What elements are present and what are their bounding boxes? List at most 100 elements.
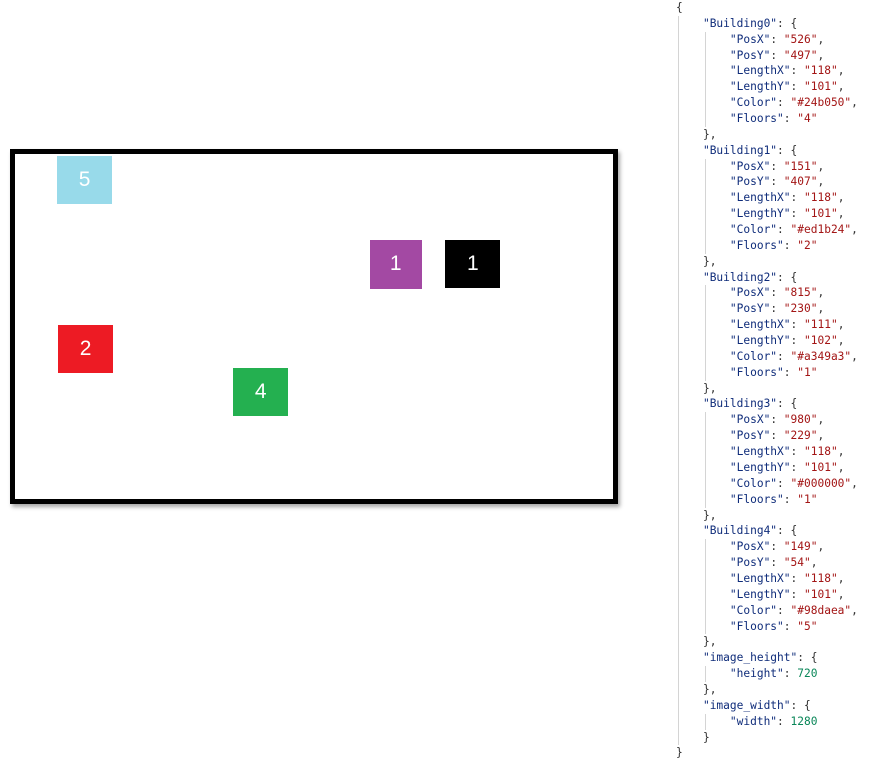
code-line: "LengthY": "101", bbox=[676, 79, 882, 96]
indent bbox=[676, 239, 730, 252]
json-punctuation: , bbox=[837, 571, 845, 585]
json-punctuation: : { bbox=[777, 397, 798, 411]
json-string-value: "815" bbox=[783, 286, 818, 300]
indent bbox=[676, 540, 730, 553]
indent-guide bbox=[678, 285, 679, 302]
indent-guide bbox=[705, 237, 706, 254]
code-line: "Building1": { bbox=[676, 142, 882, 159]
indent bbox=[676, 683, 703, 696]
json-punctuation: : bbox=[770, 159, 784, 173]
indent-guide bbox=[678, 63, 679, 80]
json-punctuation: : bbox=[783, 619, 798, 633]
json-punctuation: } bbox=[702, 730, 710, 744]
code-line: "PosY": "230", bbox=[676, 301, 882, 318]
indent-guide bbox=[705, 666, 706, 682]
indent bbox=[676, 80, 730, 93]
indent-guide bbox=[678, 459, 679, 476]
json-punctuation: : bbox=[790, 64, 804, 78]
indent bbox=[676, 667, 730, 680]
indent bbox=[676, 445, 730, 458]
indent bbox=[676, 64, 730, 77]
json-string-value: "101" bbox=[804, 80, 838, 94]
code-line: "PosY": "54", bbox=[676, 555, 882, 571]
code-line: "height": 720 bbox=[676, 666, 882, 682]
json-string-value: "118" bbox=[804, 445, 838, 459]
code-line: "Building2": { bbox=[676, 269, 882, 286]
json-string-value: "229" bbox=[783, 429, 818, 443]
indent bbox=[676, 651, 703, 664]
indent-guide bbox=[705, 111, 706, 127]
json-string-value: "#24b050" bbox=[790, 96, 852, 110]
json-string-value: "#ed1b24" bbox=[790, 223, 852, 237]
json-punctuation: : bbox=[790, 460, 804, 474]
json-punctuation: : bbox=[790, 207, 804, 221]
indent-guide bbox=[705, 570, 706, 587]
json-punctuation: , bbox=[817, 429, 825, 443]
indent-guide bbox=[705, 79, 706, 96]
json-punctuation: : bbox=[783, 112, 798, 126]
indent-guide bbox=[705, 555, 706, 571]
indent bbox=[676, 556, 730, 569]
json-punctuation: : bbox=[790, 318, 804, 332]
json-string-value: "102" bbox=[804, 334, 838, 348]
json-punctuation: : bbox=[770, 302, 784, 316]
json-punctuation: : bbox=[770, 556, 784, 570]
json-punctuation: , bbox=[837, 80, 845, 94]
json-punctuation: }, bbox=[702, 635, 717, 649]
indent bbox=[676, 96, 730, 109]
json-punctuation: : bbox=[777, 714, 791, 728]
indent-guide bbox=[705, 190, 706, 207]
code-line: "LengthX": "118", bbox=[676, 570, 882, 587]
json-punctuation: , bbox=[817, 159, 825, 173]
indent-guide bbox=[678, 190, 679, 207]
json-punctuation: , bbox=[851, 476, 858, 490]
code-line: "PosY": "229", bbox=[676, 428, 882, 445]
indent-guide bbox=[678, 428, 679, 445]
json-string-value: "5" bbox=[797, 619, 818, 633]
code-line: "Floors": "2" bbox=[676, 237, 882, 254]
indent-guide bbox=[678, 475, 679, 492]
json-key: "PosY" bbox=[729, 302, 771, 316]
indent-guide bbox=[678, 713, 679, 730]
code-line: }, bbox=[676, 681, 882, 698]
indent bbox=[676, 413, 730, 426]
json-punctuation: : bbox=[770, 286, 784, 300]
building-3: 1 bbox=[445, 239, 501, 288]
indent-guide bbox=[705, 491, 706, 508]
json-punctuation: , bbox=[837, 318, 845, 332]
json-punctuation: }, bbox=[702, 381, 717, 395]
indent-guide bbox=[705, 364, 706, 381]
code-line: "LengthX": "118", bbox=[676, 63, 882, 80]
code-line: "LengthX": "118", bbox=[676, 444, 882, 460]
json-key: "Building1" bbox=[702, 143, 778, 157]
json-key: "LengthY" bbox=[729, 207, 791, 221]
indent-guide bbox=[705, 47, 706, 64]
json-punctuation: : { bbox=[777, 524, 798, 538]
indent-guide bbox=[678, 158, 679, 175]
json-punctuation: , bbox=[851, 96, 858, 110]
json-punctuation: : bbox=[777, 349, 791, 363]
indent-guide bbox=[705, 174, 706, 191]
indent-guide bbox=[705, 618, 706, 635]
building-4: 5 bbox=[57, 155, 113, 205]
indent-guide bbox=[678, 111, 679, 127]
code-line: "image_height": { bbox=[676, 650, 882, 667]
json-key: "Color" bbox=[729, 349, 778, 363]
indent bbox=[676, 207, 730, 220]
json-punctuation: : bbox=[770, 48, 784, 62]
indent-guide bbox=[705, 459, 706, 476]
indent bbox=[676, 271, 703, 284]
indent-guide bbox=[678, 333, 679, 349]
indent bbox=[676, 160, 730, 173]
json-key: "Floors" bbox=[729, 112, 784, 126]
indent-guide bbox=[678, 539, 679, 556]
json-key: "Floors" bbox=[729, 238, 784, 252]
json-punctuation: : bbox=[790, 445, 804, 459]
code-line: "LengthX": "111", bbox=[676, 317, 882, 334]
indent bbox=[676, 144, 703, 157]
indent-guide bbox=[678, 269, 679, 286]
json-punctuation: , bbox=[837, 207, 845, 221]
json-punctuation: , bbox=[837, 191, 845, 205]
indent-guide bbox=[705, 412, 706, 429]
json-punctuation: , bbox=[837, 64, 845, 78]
